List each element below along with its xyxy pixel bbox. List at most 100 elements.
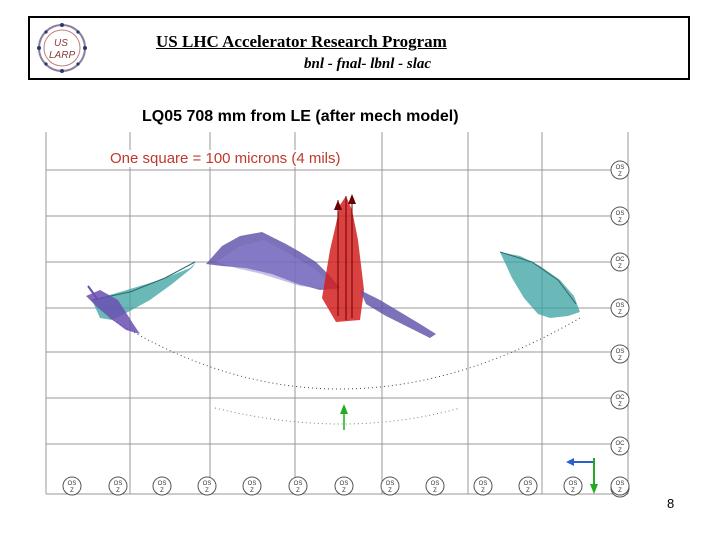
bottom-marker-label: OS: [114, 481, 123, 487]
right-marker-label: OS: [616, 349, 625, 355]
right-marker: OCZ: [610, 390, 630, 410]
right-marker-circle: [610, 298, 630, 318]
bottom-marker: OSZ: [518, 476, 538, 496]
bottom-marker-label: OS: [158, 481, 167, 487]
bottom-marker-label: Z: [342, 488, 346, 494]
right-marker-circle: [610, 252, 630, 272]
bottom-marker-circle: [197, 476, 217, 496]
bottom-marker: OSZ: [62, 476, 82, 496]
center-purple-segment: [206, 232, 340, 290]
bottom-marker-circle: [152, 476, 172, 496]
bottom-marker: OSZ: [610, 476, 630, 496]
page-number: 8: [667, 496, 675, 511]
right-marker: OSZ: [610, 206, 630, 226]
right-marker-circle: [610, 160, 630, 180]
bottom-marker-label: Z: [388, 488, 392, 494]
inner-dotted-arc: [214, 407, 461, 425]
bottom-marker-label: Z: [205, 488, 209, 494]
slide-title: LQ05 708 mm from LE (after mech model): [142, 108, 459, 125]
header-box: US LARP US LHC Accelerator Research Prog…: [28, 16, 690, 80]
right-marker-label: OS: [616, 211, 625, 217]
bottom-marker: OSZ: [563, 476, 583, 496]
bottom-marker-circle: [425, 476, 445, 496]
right-marker-circle: [610, 206, 630, 226]
labs-subtitle: bnl - fnal- lbnl - slac: [304, 56, 432, 72]
bottom-marker-label: Z: [160, 488, 164, 494]
logo-text-bottom: LARP: [49, 50, 75, 61]
bottom-marker-circle: [334, 476, 354, 496]
right-marker-label: OS: [616, 165, 625, 171]
program-title: US LHC Accelerator Research Program: [156, 32, 447, 51]
right-marker-circle: [610, 344, 630, 364]
right-marker-label: Z: [618, 356, 622, 362]
bottom-marker-label: OS: [524, 481, 533, 487]
bottom-marker-circle: [108, 476, 128, 496]
right-marker: OSZ: [610, 344, 630, 364]
bottom-marker-circle: [473, 476, 493, 496]
bottom-marker-label: OS: [248, 481, 257, 487]
right-marker-label: OC: [616, 395, 626, 401]
bottom-marker-circle: [518, 476, 538, 496]
bottom-green-arrow: [340, 404, 348, 430]
right-marker-label: Z: [618, 402, 622, 408]
right-marker-label: OC: [616, 441, 626, 447]
bottom-marker-label: Z: [116, 488, 120, 494]
bottom-marker-label: OS: [616, 481, 625, 487]
right-marker-label: Z: [618, 172, 622, 178]
right-marker-circle: [610, 390, 630, 410]
bottom-marker-label: OS: [68, 481, 77, 487]
bottom-marker: OSZ: [380, 476, 400, 496]
bottom-marker-circle: [563, 476, 583, 496]
bottom-marker: OSZ: [288, 476, 308, 496]
bottom-marker-label: OS: [386, 481, 395, 487]
right-marker: OCZ: [610, 252, 630, 272]
bottom-marker-circle: [62, 476, 82, 496]
right-marker-label: Z: [618, 264, 622, 270]
bottom-marker: OSZ: [425, 476, 445, 496]
right-marker-circle: [610, 436, 630, 456]
bottom-marker-label: Z: [571, 488, 575, 494]
bottom-marker: OSZ: [108, 476, 128, 496]
bottom-marker-label: OS: [203, 481, 212, 487]
bottom-marker-label: OS: [340, 481, 349, 487]
right-marker-label: Z: [618, 310, 622, 316]
logo-text-top: US: [54, 38, 68, 49]
right-teal-segment: [499, 251, 580, 318]
bottom-marker-circle: [288, 476, 308, 496]
right-marker-label: Z: [618, 218, 622, 224]
bottom-marker-label: Z: [481, 488, 485, 494]
bottom-marker-label: Z: [618, 488, 622, 494]
right-marker-label: OS: [616, 303, 625, 309]
larp-logo-icon: US LARP: [37, 23, 87, 73]
right-marker-label: Z: [618, 448, 622, 454]
bottom-marker-label: Z: [70, 488, 74, 494]
bottom-marker-label: Z: [296, 488, 300, 494]
bottom-marker-label: Z: [433, 488, 437, 494]
right-marker: OSZ: [610, 160, 630, 180]
bottom-marker: OSZ: [473, 476, 493, 496]
left-purple-segment: [86, 285, 140, 334]
right-marker: OCZ: [610, 436, 630, 456]
bottom-marker-label: OS: [431, 481, 440, 487]
scale-note: One square = 100 microns (4 mils): [96, 150, 355, 167]
bottom-marker: OSZ: [334, 476, 354, 496]
bottom-marker-label: OS: [569, 481, 578, 487]
bottom-marker-circle: [242, 476, 262, 496]
center-red-peak: [322, 194, 364, 322]
bottom-marker-label: OS: [294, 481, 303, 487]
bottom-marker: OSZ: [152, 476, 172, 496]
bottom-marker-circle: [380, 476, 400, 496]
right-marker-label: OC: [616, 257, 626, 263]
bottom-marker: OSZ: [242, 476, 262, 496]
axes-indicator: [566, 458, 598, 494]
bottom-marker-label: OS: [479, 481, 488, 487]
center-right-purple-segment: [360, 290, 436, 338]
bottom-marker-label: Z: [250, 488, 254, 494]
outer-dotted-arc: [109, 317, 581, 390]
bottom-marker-label: Z: [526, 488, 530, 494]
bottom-marker: OSZ: [197, 476, 217, 496]
bottom-marker-circle: [610, 476, 630, 496]
